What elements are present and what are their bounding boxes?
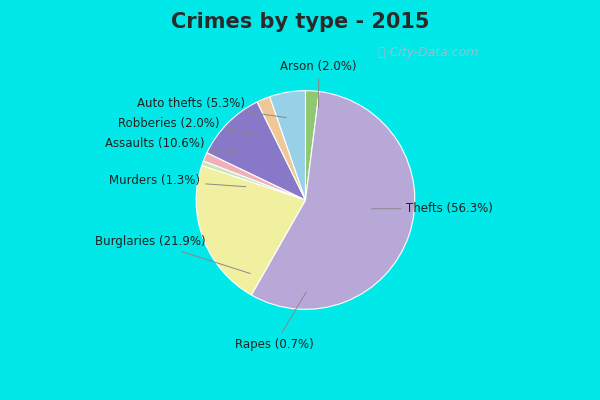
Wedge shape bbox=[196, 166, 305, 295]
Text: Rapes (0.7%): Rapes (0.7%) bbox=[235, 292, 314, 351]
Wedge shape bbox=[202, 161, 305, 200]
Text: Arson (2.0%): Arson (2.0%) bbox=[280, 60, 357, 108]
Text: ⓘ City-Data.com: ⓘ City-Data.com bbox=[378, 46, 478, 59]
Wedge shape bbox=[305, 91, 319, 200]
Wedge shape bbox=[207, 102, 305, 200]
Text: Murders (1.3%): Murders (1.3%) bbox=[109, 174, 246, 187]
Text: Burglaries (21.9%): Burglaries (21.9%) bbox=[95, 235, 250, 274]
Wedge shape bbox=[270, 91, 305, 200]
Text: Robberies (2.0%): Robberies (2.0%) bbox=[118, 117, 261, 134]
Title: Crimes by type - 2015: Crimes by type - 2015 bbox=[171, 12, 429, 32]
Text: Assaults (10.6%): Assaults (10.6%) bbox=[105, 137, 242, 154]
Wedge shape bbox=[203, 153, 305, 200]
Text: Auto thefts (5.3%): Auto thefts (5.3%) bbox=[137, 97, 286, 118]
Wedge shape bbox=[257, 97, 305, 200]
Wedge shape bbox=[251, 92, 415, 309]
Text: Thefts (56.3%): Thefts (56.3%) bbox=[371, 202, 493, 215]
